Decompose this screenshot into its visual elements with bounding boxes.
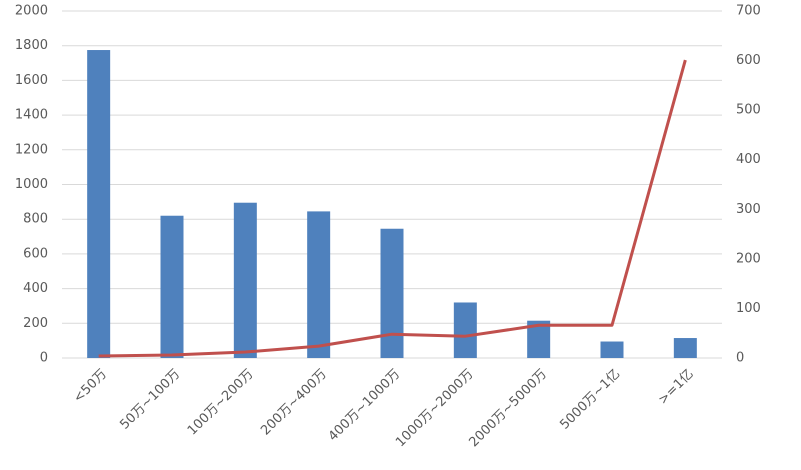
bar	[673, 338, 697, 358]
y-tick-label: 1400	[15, 108, 48, 123]
y2-tick-label: 600	[736, 53, 761, 68]
bar	[453, 302, 477, 358]
bar	[380, 228, 404, 358]
x-tick-label: 100万~200万	[185, 367, 257, 439]
line	[98, 59, 687, 358]
bar	[527, 320, 551, 358]
y-tick-label: 2000	[15, 4, 48, 19]
x-tick-label: <50万	[71, 367, 110, 406]
y2-tick-label: 0	[736, 351, 744, 366]
bar	[600, 341, 624, 358]
y2-tick-label: 300	[736, 202, 761, 217]
x-tick-label: 1000万~2000万	[393, 367, 476, 450]
y2-tick-label: 400	[736, 152, 761, 167]
x-tick-label: 2000万~5000万	[466, 367, 549, 450]
y2-tick-label: 100	[736, 301, 761, 316]
y-tick-label: 800	[23, 212, 48, 227]
y-tick-label: 1600	[15, 73, 48, 88]
y-tick-label: 1000	[15, 177, 48, 192]
y2-tick-label: 200	[736, 251, 761, 266]
y2-tick-label: 700	[736, 4, 761, 19]
bar	[233, 202, 257, 358]
x-tick-label: 5000万~1亿	[557, 367, 623, 433]
x-tick-label: >=1亿	[656, 367, 697, 408]
y2-tick-label: 500	[736, 103, 761, 118]
y-tick-label: 1800	[15, 38, 48, 53]
y-tick-label: 400	[23, 281, 48, 296]
bar	[307, 211, 331, 358]
bar	[87, 50, 111, 358]
y-tick-label: 600	[23, 246, 48, 261]
y-tick-label: 0	[40, 351, 48, 366]
y-tick-label: 200	[23, 316, 48, 331]
x-tick-label: 200万~400万	[258, 367, 330, 439]
bar	[160, 215, 184, 358]
x-tick-label: 400万~1000万	[326, 367, 404, 445]
x-tick-label: 50万~100万	[117, 367, 183, 433]
y-tick-label: 1200	[15, 142, 48, 157]
